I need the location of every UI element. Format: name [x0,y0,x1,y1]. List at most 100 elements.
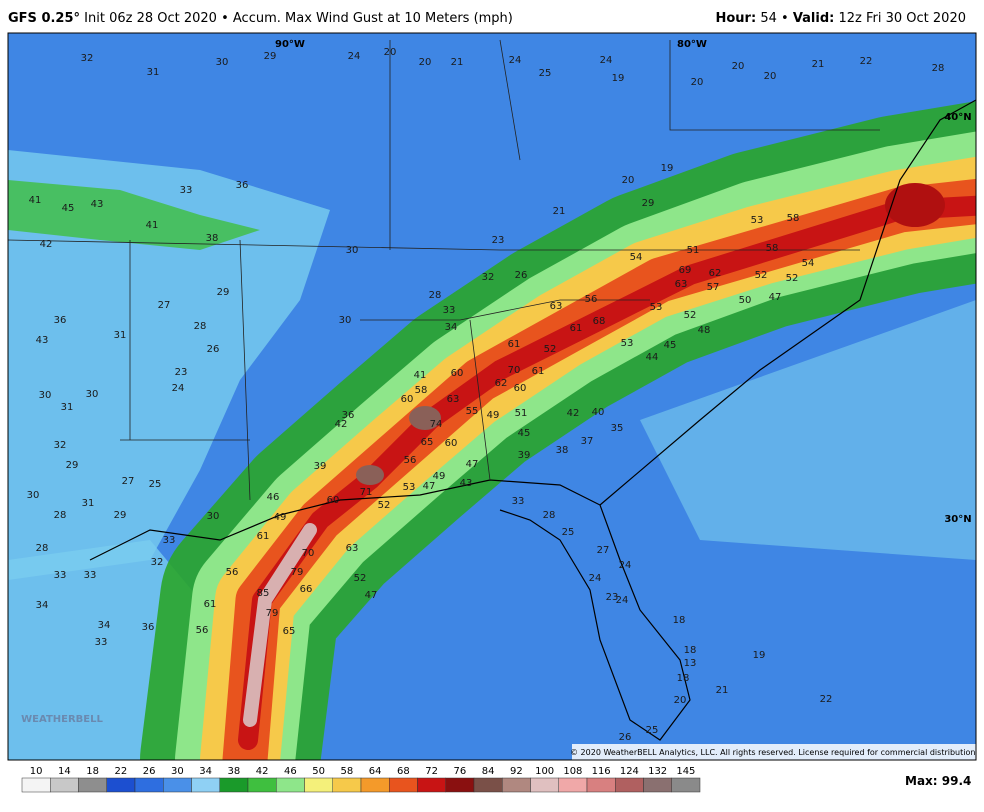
wind-label: 20 [764,71,777,82]
header-left: GFS 0.25° Init 06z 28 Oct 2020 • Accum. … [8,11,513,26]
wind-label: 18 [677,673,690,684]
wind-label: 29 [642,198,655,209]
colorbar-swatch [21,777,51,793]
wind-label: 47 [365,590,378,601]
wind-label: 50 [739,295,752,306]
header-right: Hour: 54 • Valid: 12z Fri 30 Oct 2020 [715,11,966,26]
wind-label: 58 [766,243,779,254]
wind-label: 57 [707,282,720,293]
wind-label: 24 [509,55,522,66]
wind-label: 74 [430,419,443,430]
hour: 54 [760,11,777,26]
colorbar-swatch [417,777,446,793]
wind-label: 29 [114,510,127,521]
lat-label: 30°N [944,514,971,525]
colorbar-swatch [50,777,79,793]
colorbar-tick-label: 10 [30,766,43,777]
wind-label: 54 [802,258,815,269]
wind-label: 38 [556,445,569,456]
wind-label: 36 [342,410,355,421]
wind-label: 43 [91,199,104,210]
wind-label: 52 [786,273,799,284]
wind-label: 37 [581,436,594,447]
wind-label: 20 [384,47,397,58]
wind-label: 63 [550,301,563,312]
wind-label: 39 [518,450,531,461]
wind-label: 53 [650,302,663,313]
wind-label: 41 [414,370,427,381]
wind-label: 32 [81,53,94,64]
wind-label: 20 [419,57,432,68]
wind-label: 18 [673,615,686,626]
wind-label: 71 [360,487,373,498]
wind-label: 18 [684,645,697,656]
max-area [356,465,384,485]
valid: 12z Fri 30 Oct 2020 [839,11,967,26]
wind-label: 33 [163,535,176,546]
colorbar-tick-label: 58 [341,766,354,777]
copyright-bg [572,744,976,760]
wind-label: 33 [95,637,108,648]
wind-label: 32 [151,557,164,568]
colorbar-swatch [276,777,305,793]
wind-label: 31 [61,402,74,413]
wind-label: 42 [40,239,53,250]
colorbar-swatch [643,777,672,793]
wind-label: 30 [39,390,52,401]
wind-label: 42 [567,408,580,419]
colorbar-tick-label: 42 [256,766,269,777]
colorbar-tick-label: 26 [143,766,156,777]
wind-label: 33 [180,185,193,196]
wind-label: 42 [335,419,348,430]
colorbar-tick-label: 132 [648,766,667,777]
wind-label: 34 [98,620,111,631]
colorbar-swatch [134,777,164,793]
wind-label: 79 [291,567,304,578]
colorbar-swatch [163,777,192,793]
colorbar-swatch [586,777,616,793]
wind-label: 55 [466,406,479,417]
wind-label: 23 [606,592,619,603]
wind-label: 58 [787,213,800,224]
wind-label: 61 [257,531,270,542]
wind-label: 24 [619,560,632,571]
wind-label: 23 [492,235,505,246]
colorbar-swatch [558,777,588,793]
colorbar-swatch [332,777,362,793]
colorbar-tick-label: 84 [482,766,495,777]
wind-label: 29 [66,460,79,471]
separator: • [221,11,229,26]
lat-label: 40°N [944,112,971,123]
wind-label: 39 [314,461,327,472]
wind-label: 43 [460,478,473,489]
wind-label: 23 [175,367,188,378]
wind-label: 60 [401,394,414,405]
wind-label: 47 [769,292,782,303]
wind-label: 22 [820,694,833,705]
colorbar-tick-label: 92 [510,766,523,777]
colorbar-tick-label: 14 [58,766,71,777]
product: Accum. Max Wind Gust at 10 Meters (mph) [233,11,513,26]
wind-label: 60 [327,495,340,506]
wind-label: 52 [544,344,557,355]
wind-label: 63 [346,543,359,554]
wind-label: 21 [716,685,729,696]
wind-label: 30 [207,511,220,522]
core [243,523,317,727]
map: 90°W 80°W 40°N 30°N 32 31 30 29 24 20 20 21 24 25… [8,33,976,760]
wind-label: 33 [84,570,97,581]
lon-label: 80°W [677,39,707,50]
wind-label: 33 [512,496,525,507]
coastline [89,479,691,741]
wind-label: 32 [54,440,67,451]
colorbar-swatch [78,777,107,793]
wind-label: 28 [36,543,49,554]
wind-label: 24 [600,55,613,66]
max-value: 99.4 [942,774,972,788]
wind-label: 38 [206,233,219,244]
wind-label: 20 [622,175,635,186]
wind-label: 36 [54,315,67,326]
max-label: Max: [905,774,938,788]
colorbar-tick-label: 108 [563,766,582,777]
wind-label: 69 [679,265,692,276]
